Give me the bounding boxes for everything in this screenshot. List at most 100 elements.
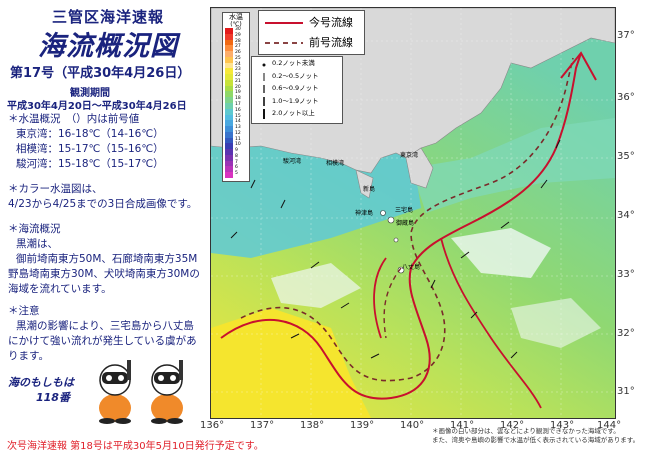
temp-tick-label: 5	[235, 171, 238, 177]
current-branch-line	[440, 237, 542, 409]
lon-label: 141°	[450, 420, 475, 431]
mascot-line-1: 海のもしもは	[8, 376, 74, 389]
temp-tick-label: 13	[235, 125, 241, 131]
current-heading: ＊海流概況	[8, 223, 61, 235]
current-arrow-head	[560, 51, 597, 81]
temp-tick-label: 16	[235, 107, 241, 113]
observation-label: 観測期間	[70, 88, 110, 99]
legend-current-prev: 前号流線	[309, 36, 353, 49]
temp-swatch	[225, 28, 233, 34]
org-title: 三管区海洋速報	[51, 8, 164, 26]
image-note: ＊画像の白い部分は、雲などにより観測できなかった海域です。 また、湾奥や島嶼の影…	[432, 427, 642, 445]
temp-tick-label: 14	[235, 119, 241, 125]
temp-tick-label: 20	[235, 84, 241, 90]
temp-tick-label: 23	[235, 67, 241, 73]
temp-swatch	[225, 45, 233, 52]
mascot-right-icon	[151, 360, 183, 424]
temp-swatch	[225, 143, 233, 150]
lon-label: 137°	[250, 420, 275, 431]
place-label: 駿河湾	[283, 158, 302, 165]
current-line: 黒潮は、	[16, 238, 58, 250]
place-label: 三宅島	[395, 207, 414, 214]
lat-label: 35°	[617, 151, 635, 162]
speed-legend-item: 0.2ノット未満	[272, 59, 315, 67]
temp-swatch	[225, 91, 233, 98]
place-label: 神津島	[355, 210, 374, 217]
temp-swatch	[225, 68, 233, 75]
temp-swatch	[225, 74, 233, 80]
temp-tick-label: 9	[235, 148, 238, 154]
temp-tick-label: 11	[235, 136, 241, 142]
temp-tick-label: 15	[235, 113, 241, 119]
place-label: 相模湾	[326, 160, 345, 167]
cloud-patch	[271, 263, 361, 308]
current-legend-lines	[265, 22, 303, 44]
temp-tick-label: 8	[235, 153, 238, 159]
lat-label: 36°	[617, 92, 635, 103]
color-note-section: ＊カラー水温図は、 4/23から4/25までの3日合成画像です。	[8, 182, 197, 212]
island-miyakejima	[387, 216, 395, 224]
caution-section: ＊注意 黒潮の影響により、三宅島から八丈島 にかけて強い流れが発生している虞があ…	[8, 304, 197, 364]
temp-tick-label: 30	[235, 27, 241, 32]
water-temp-line: 駿河湾：15-18℃（15-17℃）	[16, 158, 164, 170]
temp-tick-label: 21	[235, 78, 241, 84]
legend-current-now: 今号流線	[309, 16, 353, 29]
observation-period: 平成30年4月20日～平成30年4月26日	[7, 101, 187, 112]
place-label: 新島	[363, 186, 376, 193]
temp-tick-label: 17	[235, 102, 241, 107]
water-temp-line: 相模湾：15-17℃（15-16℃）	[16, 143, 164, 155]
speed-legend-item: 0.2～0.5ノット	[272, 71, 319, 80]
temp-tick-label: 10	[235, 142, 241, 148]
lat-label: 32°	[617, 328, 635, 339]
lon-label: 143°	[550, 420, 575, 431]
cloud-patch	[451, 228, 551, 278]
mascot-left-icon	[99, 360, 131, 424]
temp-tick-label: 29	[235, 32, 241, 38]
page-title: 海流概況図	[38, 31, 178, 62]
temp-tick-label: 18	[235, 96, 241, 102]
speed-legend-item: 2.0ノット以上	[272, 109, 315, 117]
island-hachijojima	[397, 266, 405, 274]
temp-tick-label: 6	[235, 165, 238, 171]
mascot-line-2: 118番	[36, 391, 70, 404]
caution-line: にかけて強い流れが発生している虞があ	[8, 335, 197, 347]
temp-tick-label: 28	[235, 38, 241, 44]
color-note-line: 4/23から4/25までの3日合成画像です。	[8, 198, 198, 210]
lon-label: 140°	[400, 420, 425, 431]
temp-tick-label: 24	[235, 61, 241, 67]
temp-swatch	[225, 114, 233, 121]
temp-swatch	[225, 137, 233, 144]
temperature-scale: 30 29 28 27 26 25 24 23 22 21 20 19 18 17 16 15 14 13 12 11…	[223, 27, 249, 178]
lon-label: 136°	[200, 420, 225, 431]
temp-swatch	[225, 154, 233, 161]
island-mikurajima	[393, 237, 399, 243]
temp-swatch	[225, 97, 233, 103]
lat-label: 37°	[617, 30, 635, 41]
temp-swatch	[225, 85, 233, 92]
caution-heading: ＊注意	[8, 305, 40, 317]
temp-tick-label: 19	[235, 90, 241, 96]
lat-label: 33°	[617, 269, 635, 280]
temp-swatch	[225, 62, 233, 69]
speed-legend-item: 0.6～0.9ノット	[272, 84, 319, 92]
cloud-patch	[511, 298, 601, 348]
current-vectors	[230, 139, 561, 359]
lon-label: 142°	[500, 420, 525, 431]
current-legend: 今号流線 前号流線	[258, 10, 365, 55]
temp-swatch	[225, 51, 233, 57]
speed-legend: 0.2ノット未満 0.2～0.5ノット 0.6～0.9ノット 1.0～1.9ノッ…	[251, 56, 343, 124]
current-line: 海域を流れています。	[8, 283, 112, 295]
color-note-line: ＊カラー水温図は、	[8, 183, 103, 195]
water-temp-section: ＊水温概況 （）内は前号値 東京湾：16-18℃（14-16℃） 相模湾：15-…	[8, 112, 164, 172]
lon-label: 139°	[350, 420, 375, 431]
lon-label: 144°	[597, 420, 622, 431]
image-note-line: また、湾奥や島嶼の影響で水温が低く表示されている海域があります。	[432, 436, 640, 444]
temp-swatch	[225, 103, 233, 109]
place-label: 東京湾	[400, 152, 419, 159]
temp-swatch	[225, 126, 233, 132]
mascot-illustration	[99, 360, 183, 424]
land-izu	[355, 169, 374, 199]
temp-swatch	[225, 120, 233, 127]
place-label: 八丈島	[402, 264, 421, 271]
previous-current-branch	[383, 267, 402, 339]
